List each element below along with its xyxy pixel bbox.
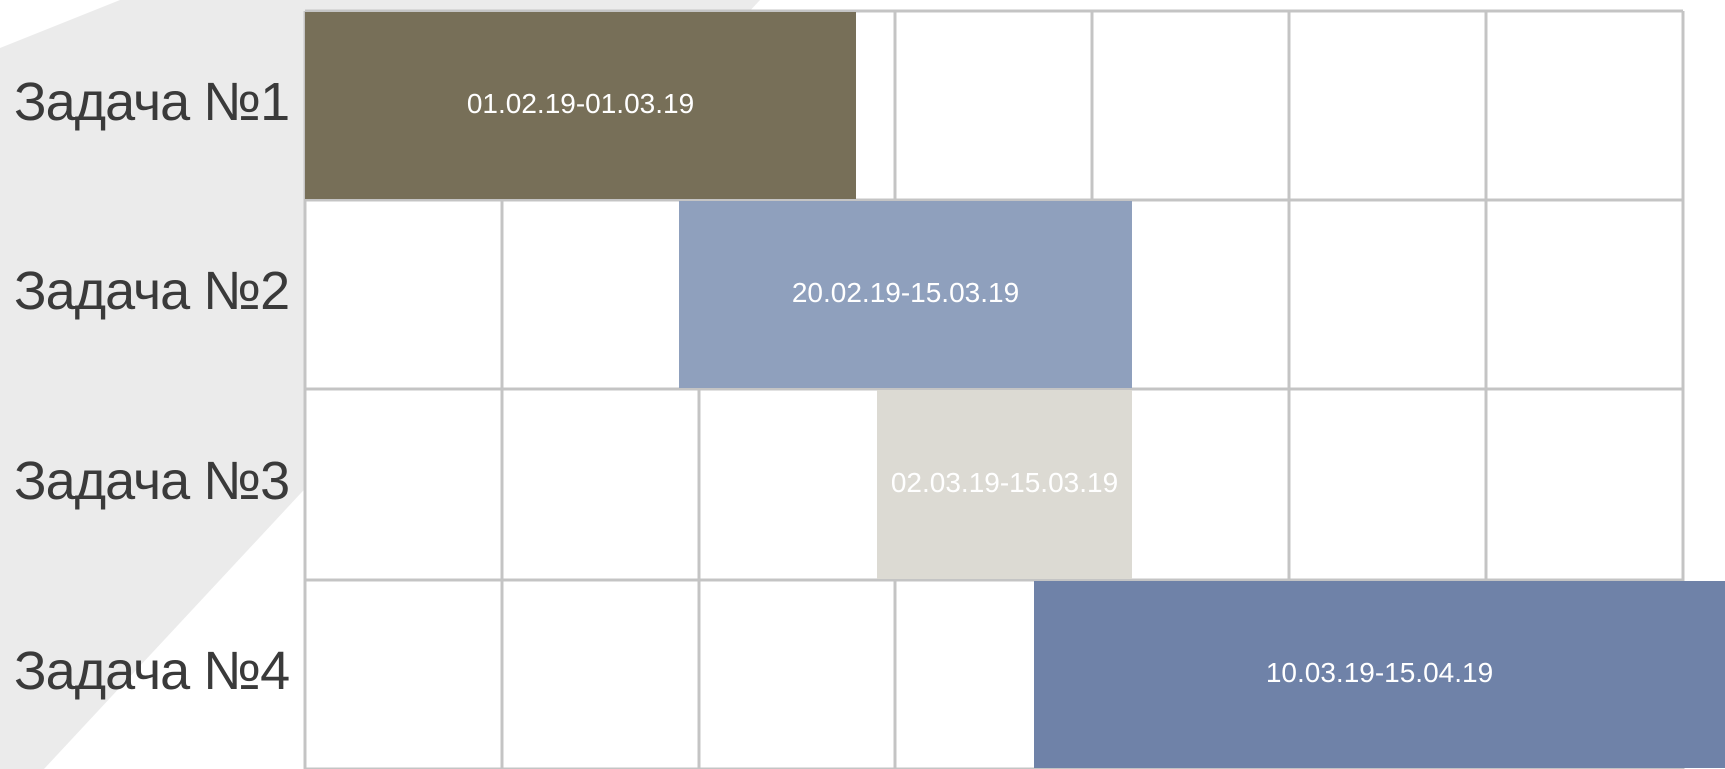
task-name: Задача №4 [14,641,289,701]
task-bar [305,12,856,199]
task-name: Задача №1 [14,72,289,132]
bars: 01.02.19-01.03.19 20.02.19-15.03.19 02.03.… [305,12,1725,768]
task-name: Задача №2 [14,261,289,321]
task-dates: 02.03.19-15.03.19 [891,467,1118,498]
task-bar [679,201,1132,388]
task-name: Задача №3 [14,451,289,511]
task-dates: 10.03.19-15.04.19 [1266,657,1493,688]
task-dates: 01.02.19-01.03.19 [467,88,694,119]
task-dates: 20.02.19-15.03.19 [792,277,1019,308]
task-bar [1034,581,1725,768]
task-bar [877,390,1132,579]
